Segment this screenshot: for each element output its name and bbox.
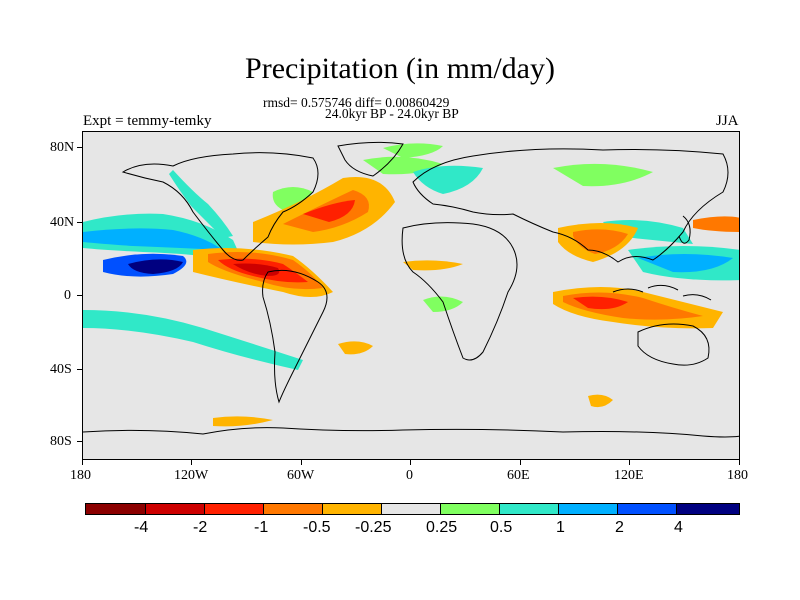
y-tick <box>77 222 82 223</box>
north-america-east <box>272 187 313 210</box>
colorbar-cell <box>558 503 618 515</box>
colorbar-label: 1 <box>556 519 565 536</box>
africa-sahel-band <box>423 296 463 312</box>
colorbar-cell <box>381 503 441 515</box>
map-canvas <box>83 141 739 438</box>
x-tick <box>82 460 83 465</box>
y-tick-label: 40S <box>50 362 72 377</box>
antarctica-coast <box>83 427 739 438</box>
season-label: JJA <box>716 113 739 129</box>
north-atlantic-band <box>383 143 443 158</box>
australia-coast <box>637 323 710 366</box>
siberia-band <box>553 163 653 187</box>
colorbar-label: 0.25 <box>426 519 458 536</box>
x-tick <box>191 460 192 465</box>
stats-label: rmsd= 0.575746 diff= 0.00860429 <box>263 95 450 110</box>
x-tick <box>520 460 521 465</box>
indonesia-coast <box>612 284 712 301</box>
colorbar-label: 0.5 <box>490 519 513 536</box>
west-pacific-blue <box>638 254 733 273</box>
africa-dry <box>403 260 463 271</box>
y-tick <box>77 369 82 370</box>
colorbar-cell <box>263 503 323 515</box>
x-tick <box>301 460 302 465</box>
colorbar <box>85 503 740 515</box>
x-tick-label: 60W <box>287 468 315 483</box>
colorbar-label: -4 <box>134 519 149 536</box>
y-tick <box>77 441 82 442</box>
south-atlantic-dry <box>338 341 373 355</box>
colorbar-cell <box>440 503 500 515</box>
x-tick <box>739 460 740 465</box>
colorbar-cell <box>617 503 677 515</box>
precipitation-map <box>82 131 740 460</box>
x-tick <box>410 460 411 465</box>
y-tick-label: 0 <box>64 288 71 303</box>
y-tick-label: 40N <box>50 215 75 230</box>
south-america-coast <box>262 269 328 404</box>
colorbar-cell <box>204 503 264 515</box>
y-tick <box>77 147 82 148</box>
south-asia-orange <box>573 229 628 254</box>
x-tick-label: 120W <box>174 468 209 483</box>
north-pacific-dry <box>693 216 739 232</box>
north-atlantic-dry-red <box>303 200 355 222</box>
period-label: 24.0kyr BP - 24.0kyr BP <box>325 106 459 121</box>
south-indian-dry <box>588 394 613 408</box>
x-tick-label: 120E <box>614 468 644 483</box>
colorbar-label: -1 <box>254 519 269 536</box>
colorbar-cell <box>499 503 559 515</box>
pacific-intense-core <box>128 259 183 274</box>
north-america-west <box>169 170 233 238</box>
page-title: Precipitation (in mm/day) <box>245 52 555 85</box>
greenland-coast <box>337 141 404 177</box>
eurasia-coast <box>412 148 729 263</box>
y-tick-label: 80S <box>50 434 72 449</box>
x-tick-label: 180 <box>727 468 748 483</box>
y-tick <box>77 295 82 296</box>
colorbar-cell <box>145 503 205 515</box>
colorbar-label: 4 <box>674 519 683 536</box>
coastlines <box>83 141 739 438</box>
colorbar-cell <box>85 503 146 515</box>
x-tick-label: 180 <box>70 468 91 483</box>
colorbar-label: -0.25 <box>355 519 392 536</box>
africa-coast <box>401 222 518 361</box>
experiment-label: Expt = temmy-temky <box>83 113 212 129</box>
pacific-north-band-blue <box>83 228 223 250</box>
x-tick-label: 60E <box>507 468 530 483</box>
indian-ocean-red <box>573 296 628 310</box>
x-tick <box>629 460 630 465</box>
positive-anomalies <box>83 143 739 370</box>
colorbar-label: -2 <box>193 519 208 536</box>
southern-ocean-dry <box>213 416 273 427</box>
colorbar-label: 2 <box>615 519 624 536</box>
negative-anomalies <box>193 177 739 427</box>
colorbar-cell <box>676 503 740 515</box>
y-tick-label: 80N <box>50 140 75 155</box>
colorbar-label: -0.5 <box>303 519 331 536</box>
colorbar-cell <box>322 503 382 515</box>
scandinavia-band <box>413 165 483 194</box>
x-tick-label: 0 <box>406 468 413 483</box>
north-america-coast <box>121 152 319 261</box>
japan-coast <box>678 215 691 244</box>
south-pacific-band <box>83 310 303 370</box>
